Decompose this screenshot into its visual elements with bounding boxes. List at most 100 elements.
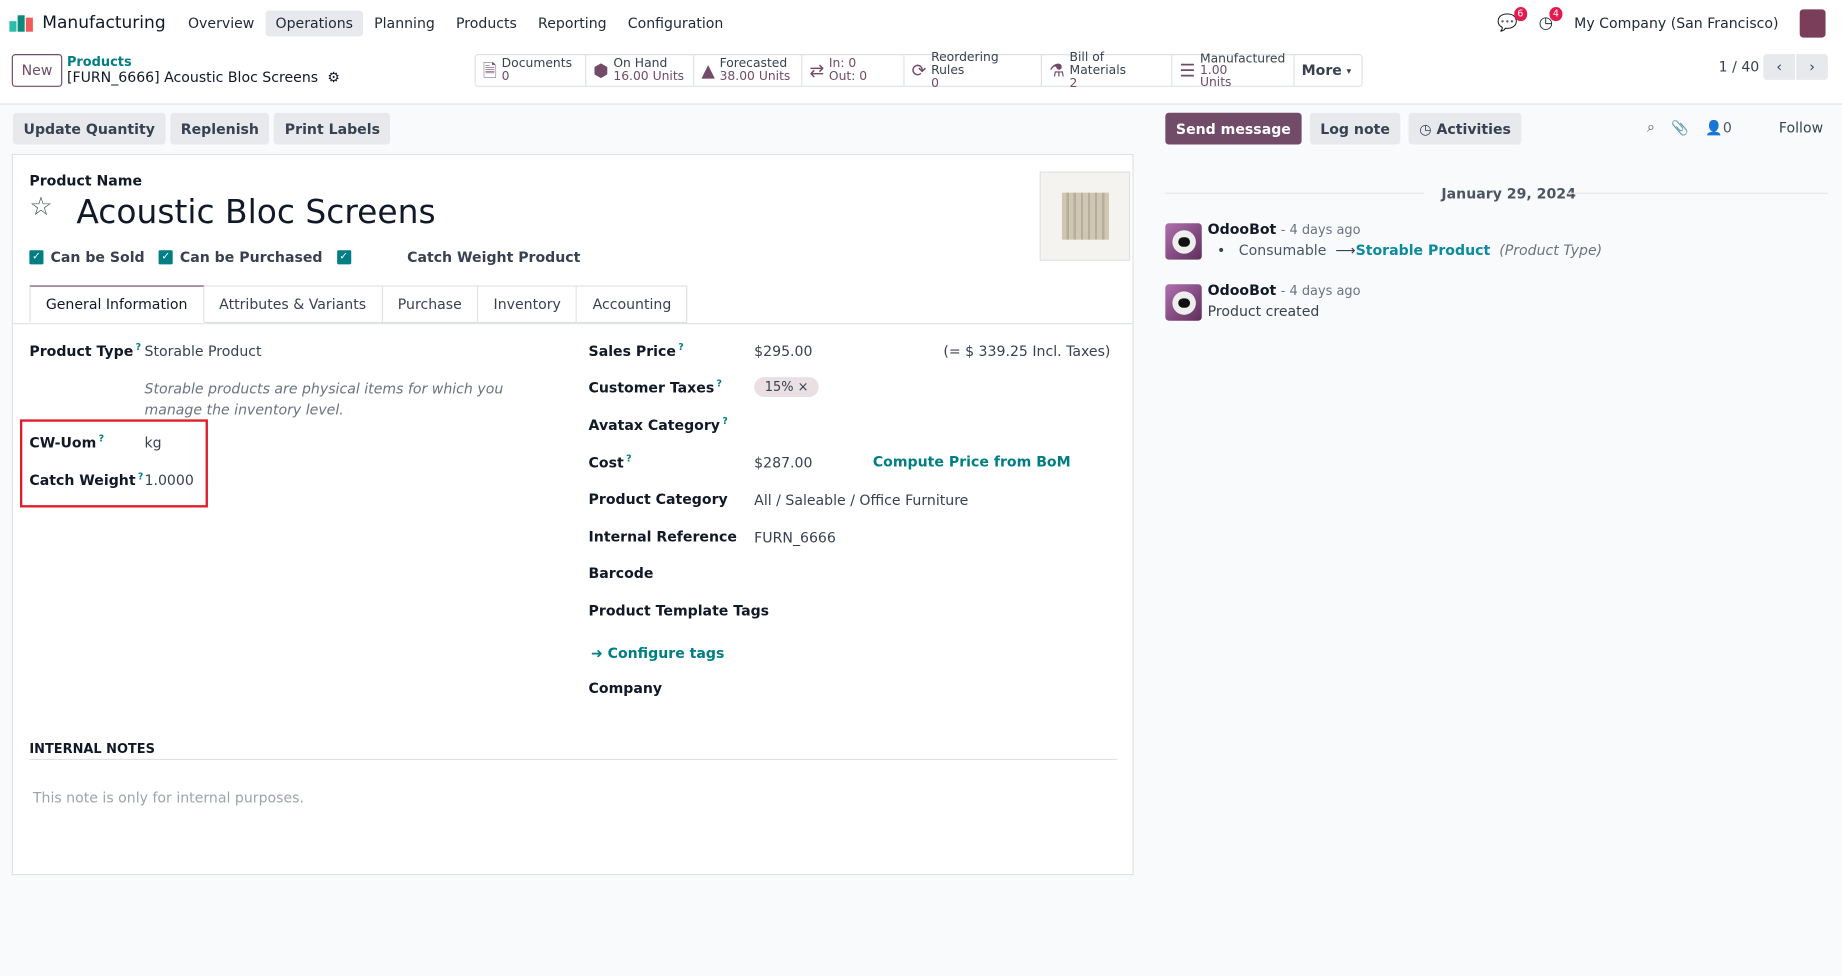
- barcode-label: Barcode: [588, 565, 654, 582]
- activities-clock-icon[interactable]: ◷ 4: [1539, 7, 1563, 33]
- reordering-rules-button[interactable]: ⟳ Reordering Rules 0: [905, 51, 1042, 89]
- send-message-button[interactable]: Send message: [1165, 112, 1302, 145]
- print-labels-button[interactable]: Print Labels: [274, 112, 391, 145]
- stat-label: Manufactured: [1199, 51, 1286, 66]
- tab-purchase[interactable]: Purchase: [382, 285, 479, 324]
- paperclip-icon[interactable]: 📎: [1671, 119, 1689, 136]
- can-be-purchased-checkbox[interactable]: ✓: [158, 250, 173, 265]
- update-quantity-button[interactable]: Update Quantity: [12, 112, 166, 145]
- app-name[interactable]: Manufacturing: [42, 14, 166, 33]
- product-category-label: Product Category: [588, 491, 728, 508]
- stat-label: Reordering Rules: [931, 49, 999, 77]
- catch-weight-checkbox[interactable]: ✓: [336, 250, 351, 265]
- menu-configuration[interactable]: Configuration: [627, 15, 724, 32]
- tab-general-information[interactable]: General Information: [29, 285, 204, 324]
- tab-attributes-variants[interactable]: Attributes & Variants: [203, 285, 383, 324]
- top-navbar: Manufacturing Overview Operations Planni…: [0, 0, 1842, 47]
- messages-icon[interactable]: 💬 6: [1497, 7, 1527, 33]
- on-hand-button[interactable]: ⬢ On Hand 16.00 Units: [586, 55, 695, 86]
- message-author[interactable]: OdooBot: [1207, 220, 1277, 238]
- tax-tag: 15% ×: [754, 377, 819, 398]
- action-bar: Update Quantity Replenish Print Labels: [12, 112, 391, 145]
- menu-operations[interactable]: Operations: [264, 10, 364, 37]
- manufactured-button[interactable]: ☰ Manufactured 1.00 Units: [1172, 51, 1295, 88]
- cw-uom-label: CW-Uom?: [29, 433, 105, 452]
- remove-tag-icon[interactable]: ×: [797, 379, 809, 395]
- more-dropdown[interactable]: More ▾: [1295, 55, 1362, 86]
- forecasted-button[interactable]: ▲ Forecasted 38.00 Units: [694, 55, 803, 86]
- file-icon: 🗎: [482, 59, 497, 81]
- arrow-right-icon: ➜: [590, 644, 608, 662]
- cost-field[interactable]: $287.00: [754, 454, 813, 472]
- odoobot-avatar[interactable]: [1165, 223, 1202, 260]
- incl-taxes-text: (= $ 339.25 Incl. Taxes): [943, 343, 1111, 360]
- product-name-field[interactable]: Acoustic Bloc Screens: [76, 192, 436, 232]
- help-icon[interactable]: ?: [626, 453, 632, 465]
- cubes-icon: ⬢: [593, 59, 609, 81]
- menu-overview[interactable]: Overview: [187, 15, 255, 32]
- menu-reporting[interactable]: Reporting: [538, 15, 607, 32]
- pager-value[interactable]: 1 / 40: [1718, 58, 1760, 76]
- product-type-field[interactable]: Storable Product: [144, 343, 262, 360]
- message: OdooBot - 4 days ago Product created: [1165, 282, 1360, 321]
- catch-weight-field-label: Catch Weight?: [29, 471, 144, 489]
- new-button[interactable]: New: [11, 54, 63, 87]
- in-out-button[interactable]: ⇄ In: 0 Out: 0: [802, 55, 905, 86]
- bill-of-materials-button[interactable]: ⚗ Bill of Materials 2: [1042, 51, 1173, 89]
- area-chart-icon: ▲: [701, 59, 715, 81]
- breadcrumb-products[interactable]: Products: [66, 54, 132, 70]
- menu-products[interactable]: Products: [456, 15, 517, 32]
- manufacturing-logo-icon[interactable]: [9, 15, 35, 32]
- help-icon[interactable]: ?: [678, 341, 684, 353]
- product-category-field[interactable]: All / Saleable / Office Furniture: [754, 492, 969, 509]
- chevron-left-icon[interactable]: ‹: [1763, 54, 1796, 80]
- arrow-icon: ⟶: [1330, 241, 1356, 259]
- tab-accounting[interactable]: Accounting: [577, 285, 688, 324]
- pager-nav: ‹ ›: [1763, 54, 1828, 80]
- help-icon[interactable]: ?: [135, 341, 142, 353]
- odoobot-avatar[interactable]: [1165, 284, 1202, 321]
- control-panel: New Products [FURN_6666] Acoustic Bloc S…: [0, 46, 1842, 105]
- replenish-button[interactable]: Replenish: [170, 112, 270, 145]
- help-icon[interactable]: ?: [722, 415, 728, 427]
- internal-notes-label: INTERNAL NOTES: [29, 741, 155, 757]
- can-be-sold-label: Can be Sold: [50, 249, 145, 266]
- message-author[interactable]: OdooBot: [1207, 281, 1277, 299]
- stat-label: Bill of Materials: [1069, 49, 1127, 77]
- internal-notes-field[interactable]: This note is only for internal purposes.: [32, 789, 305, 806]
- tab-inventory[interactable]: Inventory: [478, 285, 578, 324]
- compute-price-from-bom-button[interactable]: Compute Price from BoM: [872, 453, 1071, 470]
- user-avatar[interactable]: [1799, 9, 1826, 38]
- followers-button[interactable]: 👤0: [1705, 119, 1732, 136]
- help-icon[interactable]: ?: [137, 471, 144, 482]
- stat-label: On Hand: [613, 56, 668, 71]
- user-icon: 👤: [1705, 119, 1723, 136]
- can-be-purchased-label: Can be Purchased: [179, 249, 323, 266]
- clock-icon: ◷: [1419, 120, 1437, 137]
- product-image[interactable]: [1039, 171, 1131, 261]
- stat-value: Out: 0: [828, 69, 868, 84]
- company-switcher[interactable]: My Company (San Francisco): [1574, 15, 1779, 32]
- help-icon[interactable]: ?: [98, 433, 105, 445]
- refresh-icon: ⟳: [911, 59, 927, 81]
- documents-button[interactable]: 🗎 Documents 0: [476, 55, 587, 86]
- log-note-button[interactable]: Log note: [1309, 112, 1401, 145]
- follow-button[interactable]: Follow: [1778, 119, 1824, 136]
- internal-reference-field[interactable]: FURN_6666: [754, 529, 836, 547]
- catch-weight-field[interactable]: 1.0000: [144, 472, 194, 489]
- activities-button[interactable]: ◷ Activities: [1408, 112, 1522, 145]
- sales-price-field[interactable]: $295.00: [754, 343, 813, 360]
- messages-badge: 6: [1513, 7, 1527, 22]
- can-be-sold-checkbox[interactable]: ✓: [29, 250, 44, 265]
- list-icon: ☰: [1179, 59, 1196, 82]
- cw-uom-field[interactable]: kg: [144, 434, 162, 452]
- search-icon[interactable]: ⌕: [1646, 118, 1655, 136]
- star-icon[interactable]: ☆: [29, 192, 53, 223]
- chevron-right-icon[interactable]: ›: [1796, 54, 1828, 80]
- configure-tags-link[interactable]: ➜ Configure tags: [590, 644, 725, 662]
- help-icon[interactable]: ?: [716, 378, 723, 389]
- menu-planning[interactable]: Planning: [374, 15, 435, 32]
- stat-label: In: 0: [828, 56, 857, 71]
- smart-buttons: 🗎 Documents 0 ⬢ On Hand 16.00 Units ▲ Forecas…: [474, 51, 1363, 89]
- gear-icon[interactable]: ⚙: [327, 69, 340, 86]
